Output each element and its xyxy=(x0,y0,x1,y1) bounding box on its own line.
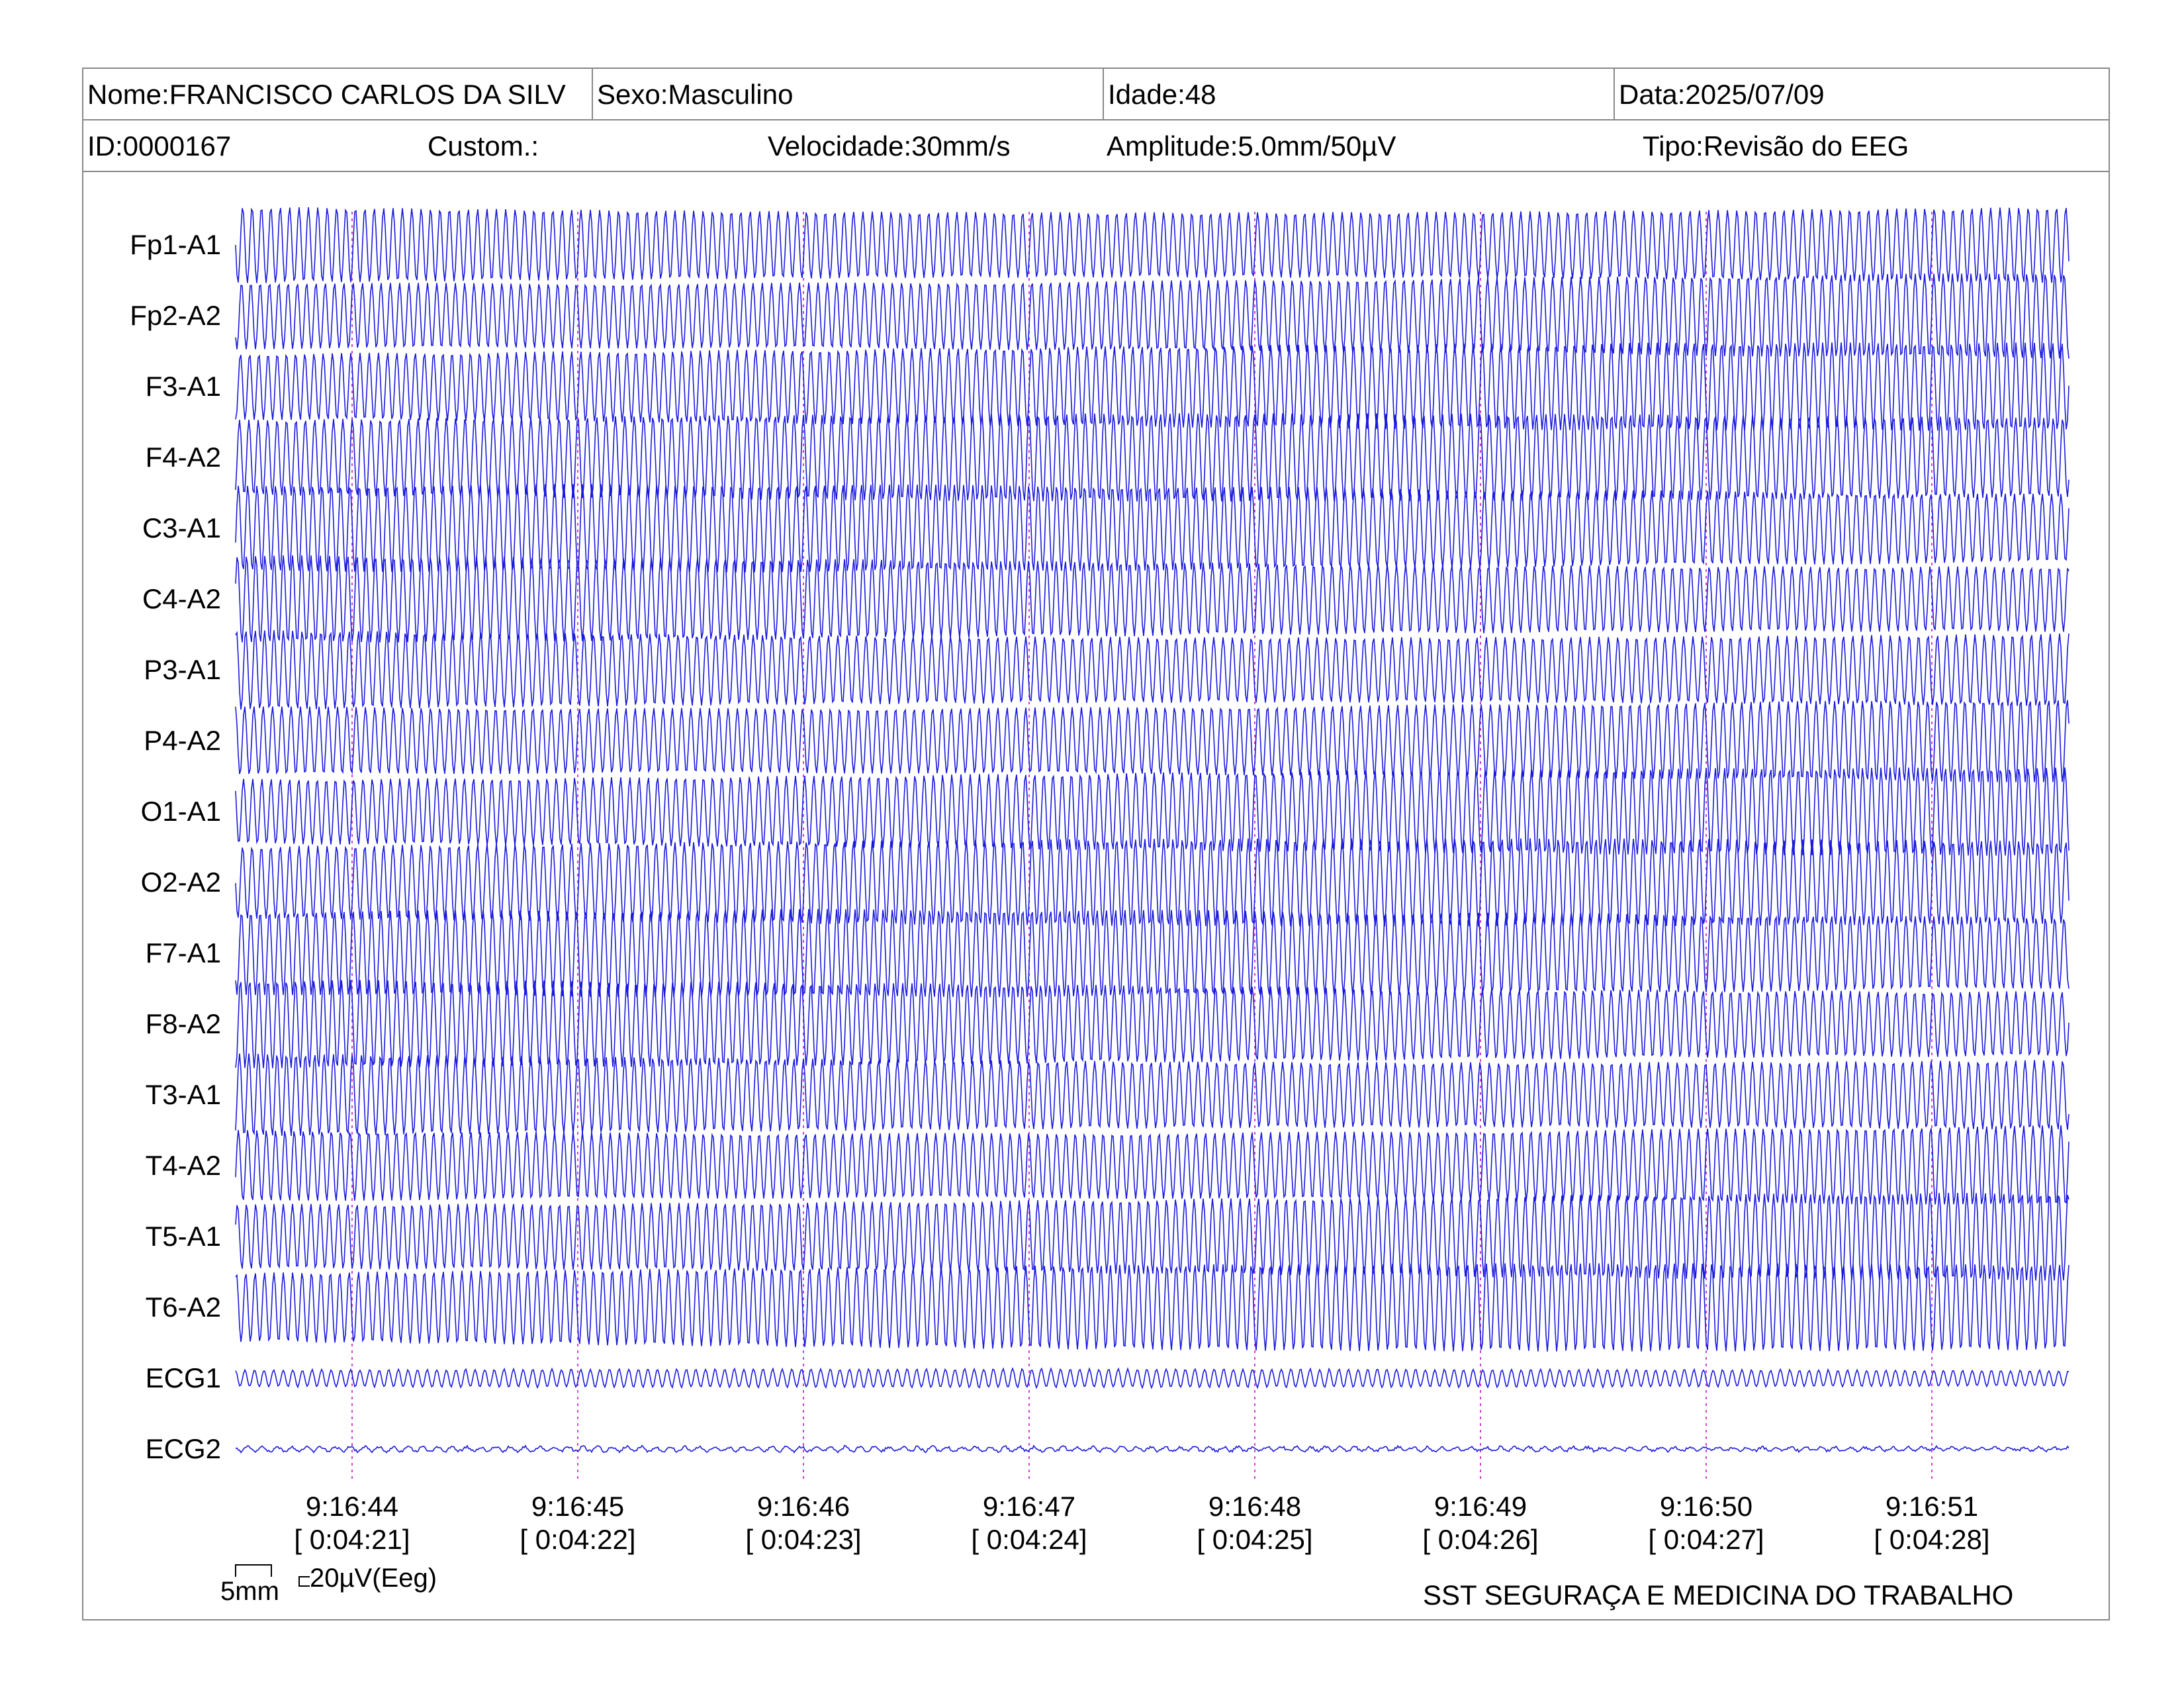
channel-trace xyxy=(235,342,2070,431)
elapsed-tick-label: [ 0:04:21] xyxy=(294,1524,410,1555)
channel-label: P3-A1 xyxy=(144,654,221,685)
patient-id: ID:0000167 xyxy=(87,130,232,162)
patient-age: Idade:48 xyxy=(1103,69,1614,119)
channel-label: T4-A2 xyxy=(146,1150,221,1181)
channel-trace xyxy=(235,555,2070,643)
elapsed-tick-label: [ 0:04:24] xyxy=(971,1524,1087,1555)
report-frame: Nome:FRANCISCO CARLOS DA SILV Sexo:Mascu… xyxy=(82,68,2110,1620)
channel-trace xyxy=(235,1444,2070,1454)
elapsed-tick-label: [ 0:04:25] xyxy=(1197,1524,1312,1555)
channel-label: O1-A1 xyxy=(141,796,221,827)
channel-trace xyxy=(235,700,2070,782)
channel-label: F4-A2 xyxy=(146,442,221,473)
scale-x-bar xyxy=(235,1564,272,1577)
header-row-1: Nome:FRANCISCO CARLOS DA SILV Sexo:Mascu… xyxy=(83,69,2109,120)
scale-bar xyxy=(235,1564,310,1587)
channel-trace xyxy=(235,1366,2070,1389)
channel-label: T3-A1 xyxy=(146,1079,221,1110)
elapsed-tick-label: [ 0:04:22] xyxy=(520,1524,635,1555)
channel-trace xyxy=(235,1192,2070,1281)
time-tick-label: 9:16:47 xyxy=(983,1491,1075,1522)
channel-label: O2-A2 xyxy=(141,867,221,898)
channel-label: ECG2 xyxy=(146,1433,221,1464)
elapsed-tick-label: [ 0:04:23] xyxy=(745,1524,861,1555)
channel-trace xyxy=(235,273,2070,359)
channel-trace xyxy=(235,1053,2070,1137)
time-tick-labels: 9:16:44[ 0:04:21] 9:16:45[ 0:04:22] 9:16:4… xyxy=(294,1491,1989,1555)
channel-label: C4-A2 xyxy=(142,583,221,614)
channel-label: P4-A2 xyxy=(144,725,221,756)
amplitude-setting: Amplitude:5.0mm/50µV xyxy=(1107,130,1396,162)
channel-trace xyxy=(235,980,2070,1068)
time-tick-label: 9:16:49 xyxy=(1434,1491,1527,1522)
channel-label: F3-A1 xyxy=(146,371,221,402)
company-name: SST SEGURAÇA E MEDICINA DO TRABALHO xyxy=(1423,1579,2014,1611)
channel-traces xyxy=(235,207,2070,1454)
channel-trace xyxy=(235,909,2070,998)
time-tick-label: 9:16:45 xyxy=(531,1491,624,1522)
channel-trace xyxy=(235,838,2070,927)
channel-label: ECG1 xyxy=(146,1362,221,1393)
patient-name: Nome:FRANCISCO CARLOS DA SILV xyxy=(87,79,566,110)
time-tick-label: 9:16:44 xyxy=(306,1491,398,1522)
channel-trace xyxy=(235,207,2070,283)
elapsed-tick-label: [ 0:04:27] xyxy=(1648,1524,1764,1555)
time-tick-label: 9:16:46 xyxy=(757,1491,850,1522)
exam-date: Data:2025/07/09 xyxy=(1614,69,2110,119)
scale-x-label: 5mm xyxy=(220,1577,279,1606)
channel-trace xyxy=(235,1263,2070,1352)
channel-trace xyxy=(235,1125,2070,1205)
exam-type: Tipo:Revisão do EEG xyxy=(1643,130,1909,162)
channel-label: C3-A1 xyxy=(142,512,221,543)
paper-speed: Velocidade:30mm/s xyxy=(768,130,1011,162)
channel-trace xyxy=(235,413,2070,502)
channel-label: Fp1-A1 xyxy=(130,229,221,260)
header-row-2: ID:0000167 Custom.: Velocidade:30mm/s Am… xyxy=(83,120,2109,172)
channel-trace xyxy=(235,630,2070,710)
time-tick-label: 9:16:48 xyxy=(1208,1491,1301,1522)
channel-label: F7-A1 xyxy=(146,937,221,968)
scale-y-bar xyxy=(298,1576,310,1587)
channel-label: T6-A2 xyxy=(146,1291,221,1323)
channel-label: F8-A2 xyxy=(146,1008,221,1039)
channel-label: Fp2-A2 xyxy=(130,300,221,331)
custom-field: Custom.: xyxy=(428,130,539,162)
time-tick-label: 9:16:50 xyxy=(1660,1491,1752,1522)
channel-trace xyxy=(235,767,2070,856)
patient-sex: Sexo:Masculino xyxy=(592,69,1103,119)
elapsed-tick-label: [ 0:04:28] xyxy=(1874,1524,1989,1555)
scale-y-label: 20µV(Eeg) xyxy=(310,1564,437,1593)
channel-trace xyxy=(235,484,2070,573)
elapsed-tick-label: [ 0:04:26] xyxy=(1422,1524,1538,1555)
channel-labels: Fp1-A1 Fp2-A2 F3-A1 F4-A2 C3-A1 C4-A2 P3-A1 P4-… xyxy=(130,229,221,1464)
time-tick-label: 9:16:51 xyxy=(1886,1491,1978,1522)
channel-label: T5-A1 xyxy=(146,1221,221,1252)
